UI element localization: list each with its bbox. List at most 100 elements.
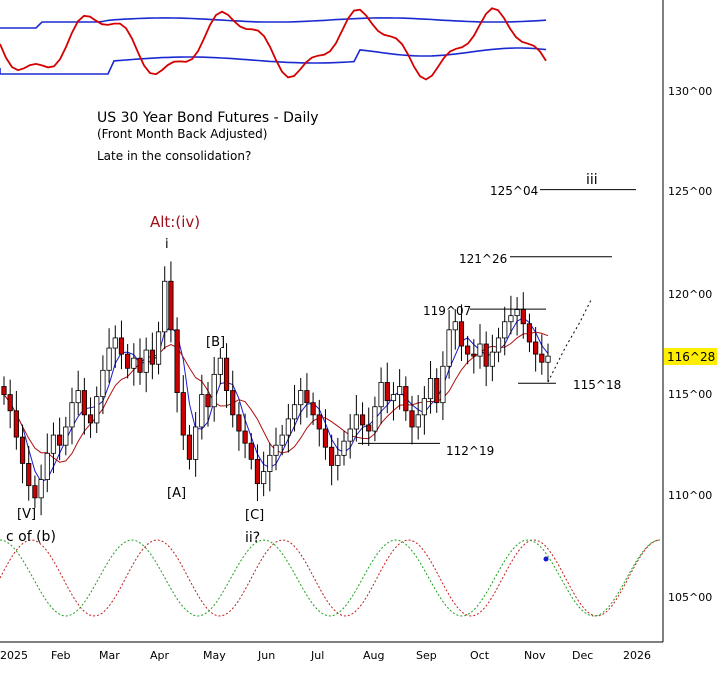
price-axis: 130^00 125^00 120^00 115^00 110^00 105^0… [664,85,717,604]
wave-label-b: [B] [206,335,225,350]
candle-body [155,331,162,365]
candle-body [174,329,180,393]
candle-body [13,410,19,438]
level-lines [358,189,636,444]
time-axis: 2025 Feb Mar Apr May Jun Jul Aug Sep Oct… [0,649,651,662]
candle-body [545,355,551,363]
candle-body [483,343,489,367]
candle-body [87,414,94,424]
current-price-box [664,348,717,365]
month-tick-label: Apr [150,649,170,662]
candle-body [285,418,291,436]
month-tick-label: 2025 [0,649,28,662]
candle-body [502,321,508,339]
candle-body [446,329,452,367]
price-tick-label: 110^00 [668,489,712,502]
candle-body [465,345,471,355]
candle-body [125,353,131,369]
candle-body [143,349,149,373]
candle-body [261,471,267,485]
candle-body [44,452,50,481]
candle-body [236,414,242,432]
cycle-current-marker [543,556,549,562]
candle-body [131,357,137,369]
candle-body [19,436,26,464]
chart-title: US 30 Year Bond Futures - Daily [97,110,319,126]
month-tick-label: Jun [257,649,275,662]
candle-body [310,402,316,416]
level-label: 115^18 [573,378,621,392]
candle-body [211,373,217,408]
candle-body [69,402,75,428]
candle-body [508,315,514,323]
candle-body [32,485,38,499]
candle-body [137,357,143,373]
candle-body [248,442,254,460]
candle-body [539,353,545,363]
candle-body [168,280,174,331]
wave-label-v: [V] [17,507,36,522]
chart-subtitle: (Front Month Back Adjusted) [97,127,267,141]
oscillator-panel [0,7,547,81]
candle-body [384,382,390,402]
oscillator-upper-band [0,17,547,29]
candle-body [403,386,409,412]
price-tick-label: 120^00 [668,288,712,301]
candle-body [341,440,347,456]
candle-body [1,386,7,395]
candle-body [489,351,495,367]
candle-body [347,428,353,442]
candle-body [409,410,415,428]
candle-body [112,337,118,349]
candle-body [186,434,193,460]
candle-body [267,454,273,472]
candle-body [254,458,261,485]
oscillator-line [0,7,547,81]
month-tick-label: May [203,649,226,662]
candle-body [304,390,310,404]
wave-label-ii: ii? [245,530,260,546]
candle-body [520,309,526,325]
candle-body [273,444,279,456]
candle-body [230,390,236,416]
candle-body [397,386,403,395]
candle-body [118,337,125,355]
month-tick-label: Aug [363,649,384,662]
cycle-line-a [0,539,661,617]
candle-body [75,390,81,404]
level-label: 119^07 [423,304,471,318]
price-tick-label: 115^00 [668,388,712,401]
candle-body [359,414,366,426]
candle-body [427,378,434,400]
candle-body [514,309,520,317]
candle-body [533,341,539,355]
candle-body [149,349,155,365]
month-tick-label: Jul [310,649,324,662]
level-label: 121^26 [459,252,507,266]
wave-label-iii: iii [586,172,598,188]
candle-body [199,394,205,428]
candle-body [372,406,378,432]
candle-body [366,424,372,432]
candle-body [242,430,248,444]
price-tick-label: 105^00 [668,591,712,604]
candle-body [162,280,168,333]
candle-body [205,394,211,408]
level-label: 112^19 [446,444,494,458]
candles [1,261,551,516]
candle-body [452,321,458,331]
candle-body [38,479,44,499]
candle-body [63,426,69,446]
wave-label-a: [A] [167,486,186,501]
candle-body [316,414,322,430]
candle-body [223,357,230,391]
candle-body [322,428,329,448]
month-tick-label: Sep [416,649,437,662]
candle-body [217,357,223,375]
oscillator-lower-band [0,47,547,75]
candle-body [495,337,502,353]
month-tick-label: Nov [524,649,546,662]
cycle-line-b [0,539,661,617]
candle-body [378,382,384,408]
